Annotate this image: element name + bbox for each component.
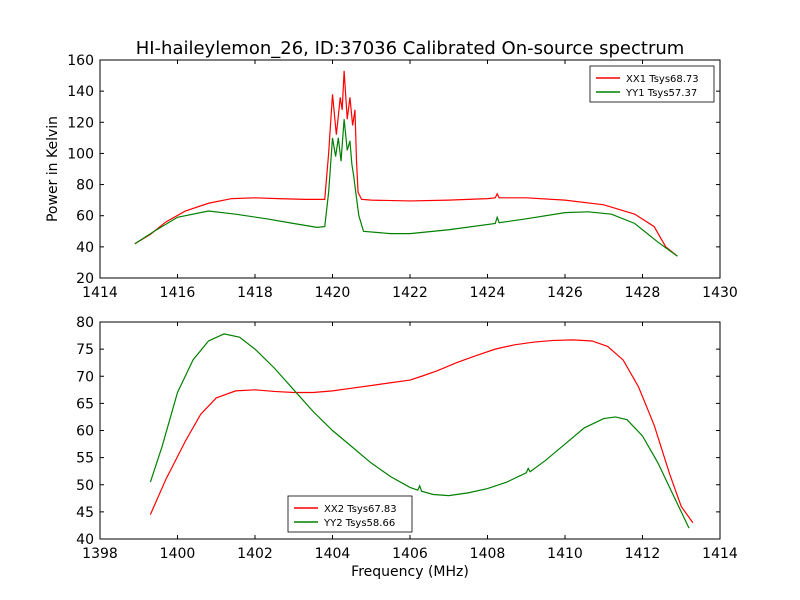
y-tick-label: 160 — [67, 53, 94, 69]
x-tick-label: 1408 — [470, 546, 506, 562]
y-axis-label: Power in Kelvin — [45, 116, 61, 222]
x-tick-label: 1412 — [625, 546, 661, 562]
x-tick-label: 1418 — [237, 285, 273, 301]
x-tick-label: 1424 — [470, 285, 506, 301]
y-tick-label: 60 — [76, 424, 94, 440]
x-axis-label: Frequency (MHz) — [351, 564, 469, 580]
y-tick-label: 45 — [76, 505, 94, 521]
series-line-2 — [134, 119, 678, 257]
series-line-1 — [149, 339, 694, 524]
legend-label-2: YY2 Tsys58.66 — [323, 518, 395, 529]
x-tick-label: 1414 — [82, 285, 118, 301]
legend-box — [589, 65, 715, 103]
x-tick-label: 1398 — [82, 546, 118, 562]
y-tick-label: 20 — [76, 271, 94, 287]
x-tick-label: 1400 — [160, 546, 196, 562]
x-tick-label: 1422 — [392, 285, 428, 301]
x-tick-label: 1430 — [702, 285, 738, 301]
x-tick-label: 1420 — [315, 285, 351, 301]
x-tick-label: 1428 — [625, 285, 661, 301]
y-tick-label: 40 — [76, 532, 94, 548]
y-tick-label: 80 — [76, 178, 94, 194]
legend-label-2: YY1 Tsys57.37 — [625, 88, 697, 99]
y-tick-label: 70 — [76, 369, 94, 385]
y-tick-label: 65 — [76, 396, 94, 412]
y-tick-label: 80 — [76, 315, 94, 331]
plot-1: 1414 1416 1418 1420 1422 1424 1426 1428 1430 20 40… — [45, 53, 738, 301]
legend-label-1: XX2 Tsys67.83 — [324, 504, 397, 515]
y-tick-label: 60 — [76, 209, 94, 225]
x-tick-label: 1402 — [237, 546, 273, 562]
chart-title: HI-haileylemon_26, ID:37036 Calibrated O… — [136, 38, 685, 59]
y-tick-label: 140 — [67, 84, 94, 100]
legend: XX2 Tsys67.83 YY2 Tsys58.66 — [287, 495, 413, 533]
x-tick-label: 1414 — [702, 546, 738, 562]
x-tick-label: 1406 — [392, 546, 428, 562]
series-line-2 — [149, 333, 690, 529]
x-tick-label: 1410 — [547, 546, 583, 562]
x-tick-label: 1426 — [547, 285, 583, 301]
y-tick-label: 120 — [67, 115, 94, 131]
x-tick-label: 1404 — [315, 546, 351, 562]
x-tick-label: 1416 — [160, 285, 196, 301]
y-tick-label: 100 — [67, 146, 94, 162]
series-line-1 — [134, 70, 678, 257]
legend-label-1: XX1 Tsys68.73 — [626, 74, 699, 85]
y-tick-label: 50 — [76, 478, 94, 494]
plot-2: 1398 1400 1402 1404 1406 1408 1410 1412 1414 40 45… — [76, 315, 738, 580]
legend-box — [287, 495, 413, 533]
y-tick-label: 55 — [76, 451, 94, 467]
y-tick-label: 75 — [76, 342, 94, 358]
y-tick-label: 40 — [76, 240, 94, 256]
legend: XX1 Tsys68.73 YY1 Tsys57.37 — [589, 65, 715, 103]
